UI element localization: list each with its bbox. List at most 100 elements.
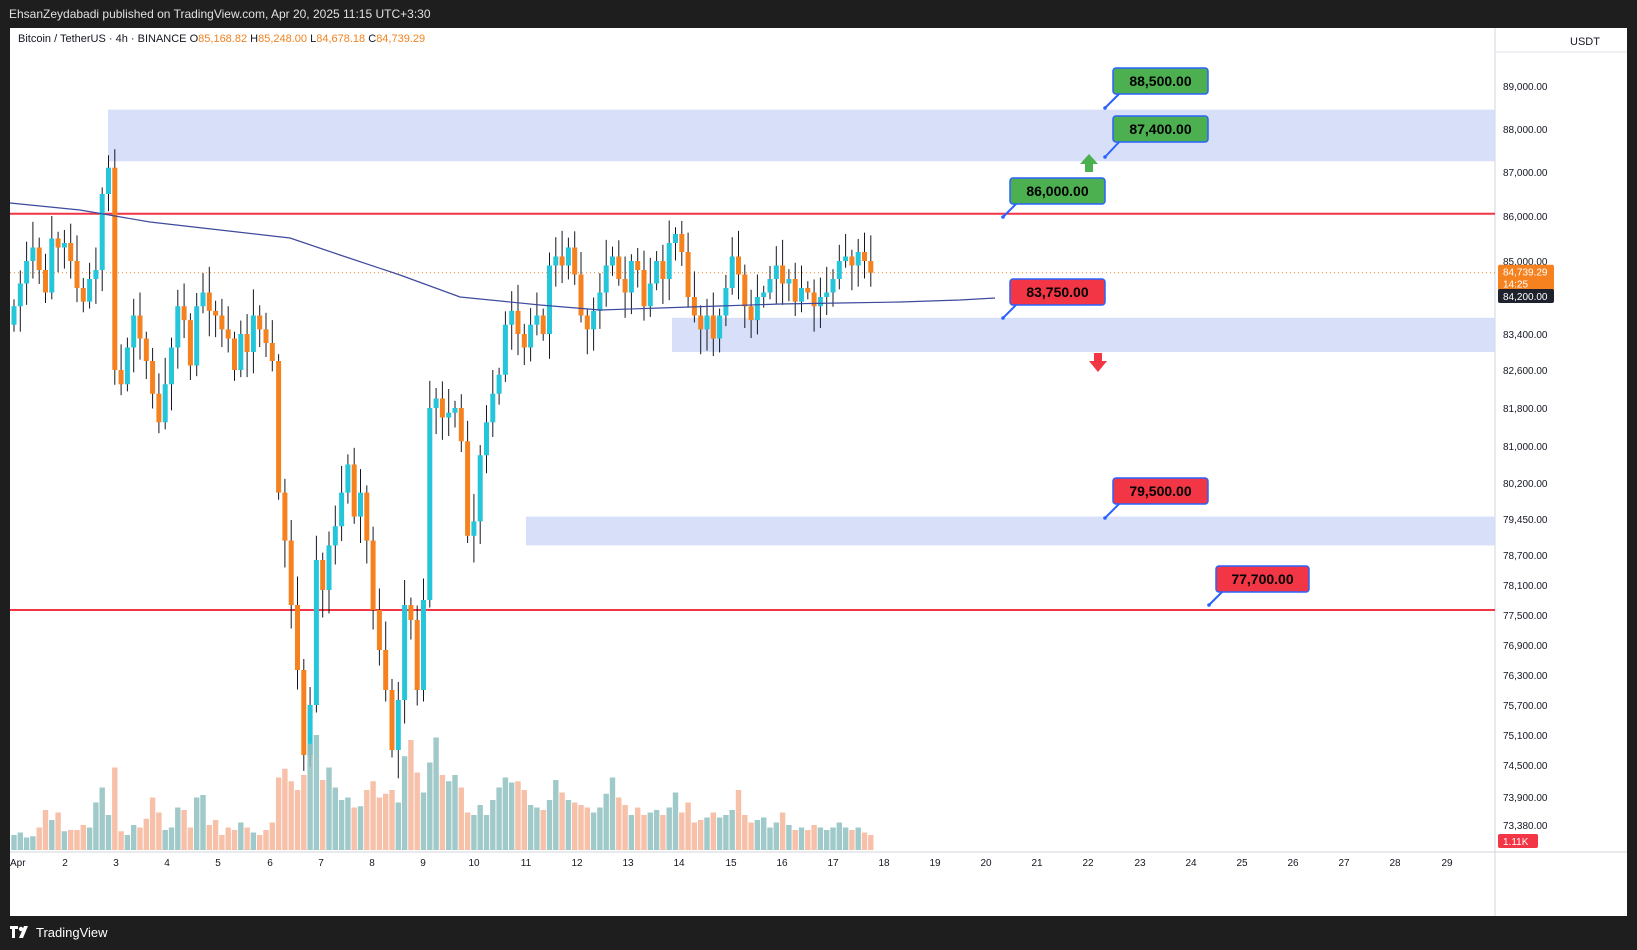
candle-body [698,315,704,330]
volume-bar [231,830,238,850]
level-box [1009,278,1106,306]
candle-body [635,261,641,270]
candle-body [137,315,143,339]
date-tick-label: Apr [10,858,26,869]
volume-bar [868,835,874,850]
candle-body [849,256,855,266]
footer-bar: TradingView [0,916,1637,950]
candle-body [320,560,326,590]
price-tick-label: 75,700.00 [1503,701,1548,712]
volume-bar [666,807,672,850]
volume-bar [124,835,131,850]
volume-bar [288,781,294,850]
volume-bar [477,805,483,850]
candle-body [799,288,804,302]
volume-bar [471,815,477,850]
zone-0 [108,109,1495,162]
price-tick-label: 76,900.00 [1503,641,1548,652]
candle-body [408,605,414,620]
volume-bar [647,812,653,850]
candle-body [673,234,678,243]
candle-body [736,256,741,275]
date-tick-label: 8 [369,858,375,869]
candle-body [603,265,609,293]
candle-body [383,650,389,690]
volume-bar [175,807,181,850]
date-tick-label: 23 [1134,858,1146,869]
volume-bar [345,797,351,850]
volume-bar [622,805,628,850]
volume-bar [357,806,364,850]
volume-bar [338,800,345,850]
price-tick-label: 75,100.00 [1503,731,1548,742]
low-value: 84,678.18 [316,33,366,45]
date-tick-label: 19 [929,858,941,869]
level-pointer [1104,139,1122,158]
candle-body [282,492,288,541]
candle-body [521,334,527,348]
volume-bar [364,790,370,850]
volume-bar [74,830,80,850]
candle-body [175,306,181,348]
volume-bar [225,827,231,850]
volume-bar [685,802,691,850]
tradingview-logo[interactable]: TradingView [10,925,108,940]
volume-bar [420,792,427,850]
candle-body [811,292,817,307]
candle-body [332,526,338,546]
candle-body [68,243,74,261]
candle-body [824,292,830,297]
volume-bar [194,797,200,850]
candle-body [509,310,515,325]
candle-body [402,605,408,700]
candle-body [169,347,174,385]
level-label-stop: 83,750.00 [1001,278,1106,320]
candle-body [540,315,546,334]
volume-bar [553,780,559,850]
currency-label[interactable]: USDT [1570,36,1600,48]
volume-bar [162,830,168,850]
candle-body [471,521,477,536]
up-arrow-icon [1080,154,1098,172]
level-label-stop: 77,700.00 [1207,565,1310,607]
volume-bar [446,781,452,850]
volume-bar [830,827,836,850]
candle-body [225,329,231,339]
candle-body [761,292,767,297]
volume-bar [540,810,546,850]
price-tick-label: 82,600.00 [1503,366,1548,377]
volume-bar [767,827,773,850]
volume-bar [49,820,55,850]
candle-body [219,315,225,330]
candle-body [559,256,565,266]
date-tick-label: 24 [1185,858,1197,869]
volume-bar [238,822,244,850]
volume-bar [572,802,578,850]
close-value: 84,739.29 [376,33,426,45]
down-arrow-head [1089,361,1107,372]
level-label-target: 86,000.00 [1001,177,1106,219]
candle-body [679,234,685,252]
volume-bar [672,792,679,850]
volume-bar [206,825,212,850]
price-tick-label: 89,000.00 [1503,82,1548,93]
volume-bar [842,827,849,850]
candle-body [43,270,48,293]
volume-bar [219,835,225,850]
candle-body [301,670,307,755]
candle-body [181,306,187,321]
volume-bar [798,827,805,850]
candle-body [641,270,647,307]
volume-bar [584,807,590,850]
volume-bar [257,835,263,850]
candle-body [389,690,395,750]
price-tick-label: 81,800.00 [1503,404,1548,415]
volume-bar [401,756,408,850]
tradingview-icon [10,925,28,938]
date-tick-label: 14 [673,858,685,869]
level-box [1112,67,1209,95]
tradingview-brand: TradingView [36,925,108,940]
volume-bar [464,812,471,850]
volume-bar [716,817,723,850]
